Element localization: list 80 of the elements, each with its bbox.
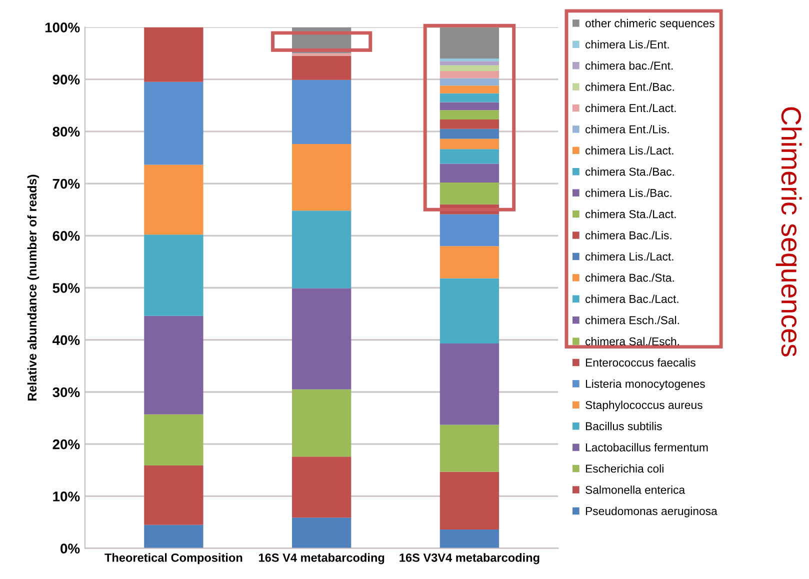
bar (292, 389, 352, 457)
y-tick-label: 100% (45, 22, 80, 32)
bar (144, 316, 204, 414)
bar (440, 424, 500, 472)
legend-label: Pseudomonas aeruginosa (586, 506, 718, 518)
legend-label: chimera Lis./Lact. (586, 146, 674, 155)
bar (440, 119, 500, 129)
legend-label: Lactobacillus fermentum (586, 443, 708, 452)
bar (144, 82, 204, 165)
bar (292, 56, 352, 80)
legend-label: chimera Ent./Lact. (586, 104, 676, 112)
bar (144, 234, 204, 316)
bar (440, 214, 500, 246)
bar (440, 70, 500, 78)
text: Chimeric sequences (776, 107, 802, 356)
bar (440, 246, 500, 278)
legend-label: Salmonella enterica (586, 486, 686, 494)
bar (440, 102, 500, 110)
x-tick-label: Theoretical Composition (104, 553, 242, 564)
bar (440, 27, 500, 58)
bar (292, 518, 352, 548)
legend-label: chimera Esch./Sal. (586, 316, 679, 324)
legend-label: chimera Bac./Sta. (586, 273, 674, 282)
legend-label: chimera Ent./Lis. (586, 124, 669, 134)
bar (440, 128, 500, 139)
legend-label: chimera Bac./Lis. (586, 231, 672, 240)
y-tick-label: 40% (52, 335, 80, 346)
bar (292, 80, 352, 144)
bar (440, 93, 500, 102)
bar (440, 58, 500, 62)
bar (144, 27, 204, 82)
legend-label: chimera bac./Ent. (586, 61, 673, 70)
bar (440, 472, 500, 530)
y-tick-label: 60% (52, 230, 80, 241)
y-tick-label: 70% (52, 178, 80, 189)
bar (440, 530, 500, 548)
legend-label: Bacillus subtilis (586, 422, 662, 430)
bar (440, 278, 500, 344)
bar (440, 138, 500, 150)
bar (292, 210, 352, 288)
legend-label: chimera Lis./Bac. (586, 188, 672, 197)
bar (440, 78, 500, 86)
legend-label: other chimeric sequences (586, 18, 714, 30)
bar (292, 144, 352, 211)
y-tick-label: 50% (52, 283, 80, 293)
bar (144, 414, 204, 466)
bar (144, 164, 204, 235)
bar (144, 524, 204, 548)
y-tick-label: 90% (52, 74, 80, 84)
legend-label: Escherichia coli (586, 464, 664, 473)
y-tick-label: 20% (52, 439, 80, 450)
bar (292, 288, 352, 390)
bar (440, 182, 500, 204)
legend-label: chimera Sal./Esch. (586, 337, 679, 346)
legend-label: chimera Lis./Lact. (586, 252, 674, 261)
legend-label: chimera Sta./Bac. (586, 167, 674, 176)
x-tick-label: 16S V4 metabarcoding (259, 553, 384, 564)
legend-label: chimera Sta./Lact. (586, 210, 676, 218)
bar (440, 149, 500, 164)
bar (440, 110, 500, 120)
bar (292, 53, 352, 56)
y-tick-label: 10% (53, 492, 80, 502)
bar (440, 344, 500, 425)
x-tick-label: 16S V3V4 metabarcoding (400, 553, 540, 564)
bar (144, 465, 204, 525)
y-axis-title: Relative abundance (number of reads) (27, 174, 40, 400)
legend-label: Listeria monocytogenes (586, 379, 705, 390)
y-tick-label: 0% (60, 544, 80, 554)
bar (440, 65, 500, 71)
legend-label: chimera Lis./Ent. (586, 40, 669, 49)
legend-label: chimera Ent./Bac. (586, 82, 674, 91)
bar (440, 86, 500, 94)
legend-label: Enterococcus faecalis (586, 358, 696, 367)
bar (292, 456, 352, 518)
bar (440, 164, 500, 182)
bar (440, 61, 500, 66)
y-tick-label: 80% (52, 126, 80, 137)
legend-label: Staphylococcus aureus (586, 400, 702, 412)
y-tick-label: 30% (52, 387, 80, 398)
legend-label: chimera Bac./Lact. (586, 294, 678, 304)
